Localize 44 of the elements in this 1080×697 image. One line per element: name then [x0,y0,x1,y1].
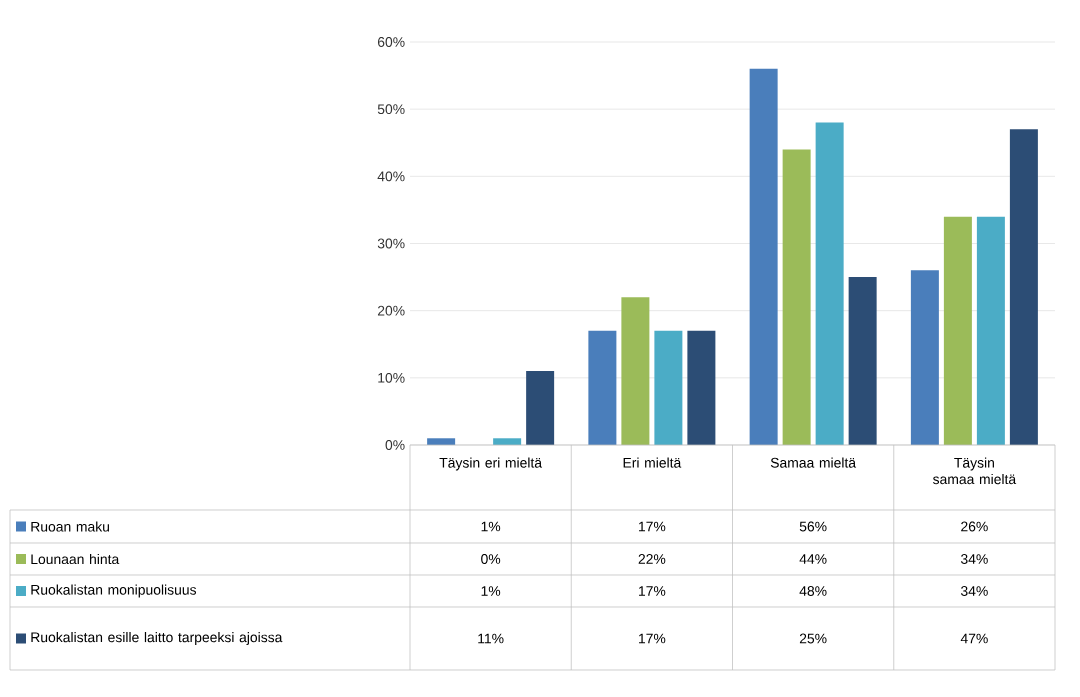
data-label: 34% [961,586,988,596]
y-tick-label: 50% [377,104,405,115]
legend-label: Ruokalistan monipuolisuus [31,584,197,598]
bar [976,216,1005,445]
x-tick-label: Täysin samaa mieltä [933,457,1017,485]
y-tick-label: 0% [385,440,405,450]
data-label: 56% [799,521,827,532]
bar [526,371,555,445]
bar [943,216,972,445]
data-label: 44% [799,554,827,564]
y-tick-label: 30% [377,238,405,249]
bar [749,68,778,445]
bar [588,330,617,445]
data-label: 26% [961,521,988,532]
bar [910,270,939,445]
y-tick-label: 60% [377,37,405,47]
legend-label: Ruoan maku [31,521,109,532]
data-label: 17% [639,633,666,644]
data-label: 25% [799,633,827,644]
bar [621,297,650,445]
data-label: 22% [638,554,666,564]
data-label: 17% [639,521,666,532]
x-tick-label: Samaa mieltä [770,457,857,468]
data-label: 11% [478,633,504,644]
data-label: 34% [961,554,988,564]
data-label: 48% [799,586,827,596]
data-label: 0% [481,554,501,564]
bar [1009,129,1038,445]
x-tick-label: Täysin eri mieltä [439,457,543,471]
data-label: 47% [960,633,988,644]
data-label: 1% [481,586,501,596]
y-tick-label: 20% [377,305,405,316]
x-tick-label: Eri mieltä [623,457,682,468]
legend-label: Ruokalistan esille laitto tarpeeksi ajoissa [31,632,283,645]
legend-label: Lounaan hinta [31,553,120,565]
data-label: 17% [639,586,666,596]
bar [848,277,877,445]
y-tick-label: 10% [378,372,405,383]
bar [687,330,716,445]
bar [654,330,683,445]
bar [782,149,811,445]
bar [815,122,844,445]
data-label: 1% [481,521,501,532]
y-tick-label: 40% [377,171,405,182]
